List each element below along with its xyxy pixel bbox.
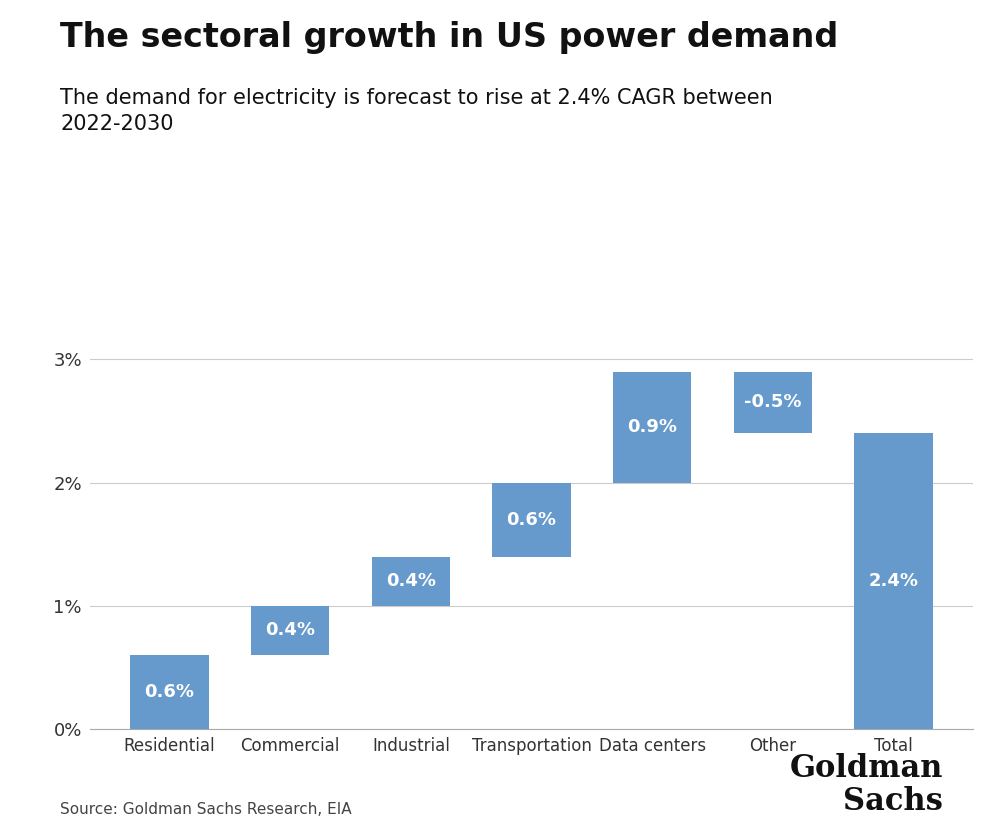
Text: 0.6%: 0.6%: [144, 683, 194, 701]
Bar: [372, 556, 450, 606]
Bar: [854, 433, 932, 729]
Text: The sectoral growth in US power demand: The sectoral growth in US power demand: [60, 21, 838, 54]
Text: 0.4%: 0.4%: [265, 622, 315, 639]
Text: Goldman
Sachs: Goldman Sachs: [789, 753, 942, 817]
Text: Source: Goldman Sachs Research, EIA: Source: Goldman Sachs Research, EIA: [60, 802, 352, 817]
Bar: [612, 372, 690, 483]
Bar: [733, 372, 812, 433]
Text: 2.4%: 2.4%: [868, 572, 918, 590]
Bar: [250, 606, 329, 655]
Bar: [130, 655, 208, 729]
Text: The demand for electricity is forecast to rise at 2.4% CAGR between
2022-2030: The demand for electricity is forecast t…: [60, 88, 773, 134]
Bar: [492, 483, 570, 556]
Text: 0.9%: 0.9%: [626, 418, 676, 436]
Text: 0.6%: 0.6%: [506, 510, 556, 529]
Text: -0.5%: -0.5%: [743, 394, 801, 411]
Text: 0.4%: 0.4%: [386, 572, 436, 590]
